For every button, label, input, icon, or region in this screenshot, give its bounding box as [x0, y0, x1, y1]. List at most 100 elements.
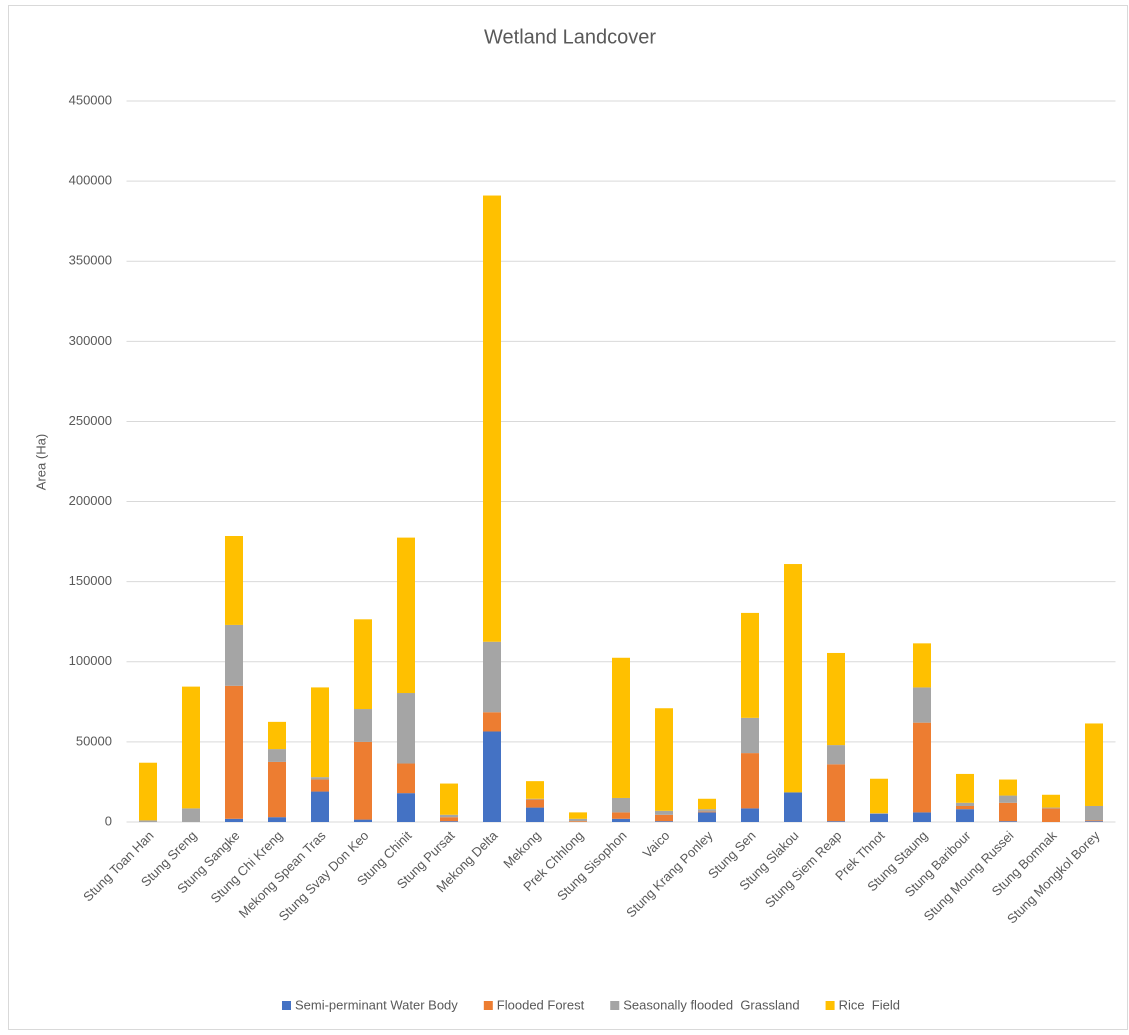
legend-marker [825, 1001, 835, 1010]
bar-segment [268, 749, 286, 762]
y-tick-label: 50000 [76, 733, 112, 748]
legend-marker [610, 1001, 620, 1010]
bar-segment [1042, 808, 1060, 822]
bar-segment [397, 763, 415, 794]
bar-segment [741, 753, 759, 809]
chart-frame [8, 5, 1128, 1030]
bar-segment [741, 612, 759, 718]
bar-segment [1085, 723, 1103, 806]
bar-segment [526, 781, 544, 799]
y-tick-label: 150000 [69, 573, 112, 588]
bar-segment [999, 802, 1017, 822]
bar-segment [913, 722, 931, 813]
bar-segment [182, 808, 200, 822]
legend-marker [483, 1001, 493, 1010]
bar-segment [483, 731, 501, 822]
bar-segment [440, 817, 458, 822]
bar-segment [999, 795, 1017, 803]
bar-segment [440, 821, 458, 822]
bar-segment [225, 624, 243, 686]
chart-title: Wetland Landcover [484, 26, 656, 48]
bar-segment [354, 819, 372, 822]
bar-segment [311, 779, 329, 792]
bar-segment [655, 810, 673, 815]
bar-segment [268, 817, 286, 822]
bar-segment [956, 805, 974, 810]
legend-label: Semi-perminant Water Body [295, 997, 458, 1012]
legend-label: Rice Field [839, 997, 900, 1012]
bar-segment [827, 764, 845, 822]
bar-segment [784, 792, 802, 822]
bar-segment [913, 687, 931, 723]
bar-segment [397, 693, 415, 764]
y-tick-label: 300000 [69, 333, 112, 348]
bar-segment [698, 798, 716, 810]
bar-segment [698, 811, 716, 813]
bar-segment [870, 813, 888, 822]
bar-segment [870, 813, 888, 814]
bar-segment [569, 812, 587, 819]
bar-segment [483, 712, 501, 732]
bar-segment [698, 812, 716, 822]
bar-segment [612, 818, 630, 822]
bar-segment [354, 741, 372, 820]
bar-segment [311, 777, 329, 780]
bar-segment [569, 818, 587, 822]
bar-segment [225, 536, 243, 625]
bar-segment [655, 708, 673, 811]
bar-segment [827, 652, 845, 746]
bar-segment [999, 821, 1017, 822]
legend-label: Flooded Forest [497, 997, 585, 1012]
y-tick-label: 350000 [69, 253, 112, 268]
bar-segment [1085, 821, 1103, 822]
bar-segment [655, 814, 673, 822]
y-tick-label: 200000 [69, 493, 112, 508]
bar-segment [741, 717, 759, 754]
bar-segment [956, 773, 974, 803]
bar-segment [225, 818, 243, 822]
bar-segment [354, 709, 372, 742]
y-tick-label: 100000 [69, 653, 112, 668]
bar-segment [655, 821, 673, 822]
bar-segment [483, 641, 501, 713]
bar-segment [483, 195, 501, 642]
y-tick-label: 400000 [69, 173, 112, 188]
bar-segment [999, 779, 1017, 796]
bar-segment [1042, 807, 1060, 809]
bar-segment [311, 687, 329, 778]
bar-segment [913, 812, 931, 822]
bar-segment [827, 821, 845, 822]
y-axis-label: Area (Ha) [33, 434, 48, 490]
bar-segment [440, 814, 458, 818]
legend-label: Seasonally flooded Grassland [623, 997, 799, 1012]
bar-segment [268, 761, 286, 818]
bar-segment [870, 778, 888, 814]
bar-segment [956, 802, 974, 806]
bar-segment [526, 798, 544, 800]
bar-segment [741, 808, 759, 822]
legend-marker [281, 1001, 291, 1010]
bar-segment [612, 657, 630, 798]
bar-segment [397, 793, 415, 822]
bar-segment [956, 809, 974, 822]
bar-segment [1042, 794, 1060, 808]
bar-segment [569, 821, 587, 822]
bar-segment [397, 537, 415, 694]
bar-segment [182, 686, 200, 809]
bar-segment [913, 643, 931, 688]
bar-segment [225, 685, 243, 819]
bar-segment [1085, 805, 1103, 821]
y-tick-label: 450000 [69, 92, 112, 107]
y-tick-label: 250000 [69, 413, 112, 428]
bar-segment [698, 809, 716, 812]
bar-segment [827, 745, 845, 765]
bar-segment [612, 812, 630, 819]
bar-segment [1085, 820, 1103, 822]
bar-segment [526, 807, 544, 822]
bar-segment [139, 820, 157, 822]
bar-segment [784, 564, 802, 793]
bar-segment [354, 619, 372, 710]
bar-segment [526, 799, 544, 808]
bar-segment [311, 791, 329, 822]
